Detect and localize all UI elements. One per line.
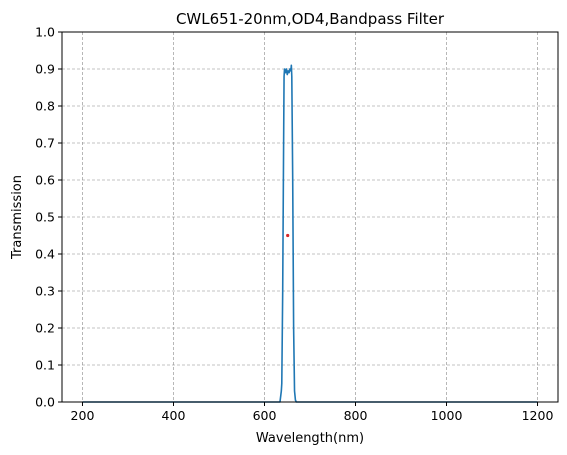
y-tick-label: 0.6 [35,173,55,188]
x-tick-label: 800 [344,408,368,423]
y-tick-label: 0.8 [35,99,55,114]
y-tick-label: 1.0 [35,25,55,40]
x-tick-label: 1000 [431,408,463,423]
chart-title: CWL651-20nm,OD4,Bandpass Filter [176,10,445,28]
x-tick-label: 600 [253,408,277,423]
y-tick-label: 0.5 [35,210,55,225]
y-tick-label: 0.4 [35,247,55,262]
ticks: 200 400 600 800 1000 1200 0.0 0.1 0.2 0.3 0.4 0.5 0.… [35,25,553,424]
grid [62,31,558,403]
y-tick-label: 0.2 [35,321,55,336]
y-tick-label: 0.9 [35,62,55,77]
y-tick-label: 0.1 [35,358,55,373]
series-layer [82,64,538,403]
y-tick-label: 0.0 [35,395,55,410]
y-tick-label: 0.3 [35,284,55,299]
x-tick-label: 400 [162,408,186,423]
center-wavelength-marker [286,233,290,238]
x-tick-label: 200 [71,408,95,423]
x-tick-label: 1200 [522,408,554,423]
transmission-line [82,64,538,403]
y-tick-label: 0.7 [35,136,55,151]
x-axis-label: Wavelength(nm) [256,431,364,446]
y-axis-label: Transmission [10,175,25,260]
